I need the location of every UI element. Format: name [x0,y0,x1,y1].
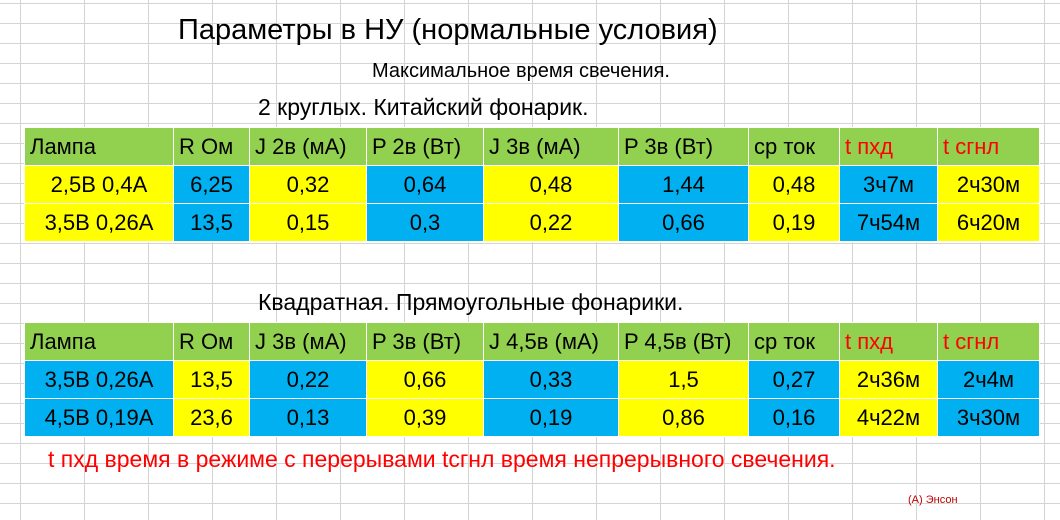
cell-t-intermittent: 2ч36м [839,360,938,399]
cell-power-4-5v: 1,5 [618,360,749,399]
header-current-3v: J 3в (мА) [249,322,367,361]
cell-power-4-5v: 0,86 [618,398,749,437]
cell-current-3v: 0,13 [249,398,367,437]
page-title: Параметры в НУ (нормальные условия) [178,14,718,46]
cell-current-4-5v: 0,33 [483,360,619,399]
cell-resistance: 6,25 [173,165,250,204]
table-row: 2,5В 0,4А 6,25 0,32 0,64 0,48 1,44 0,48 … [24,165,1040,204]
header-power-3v: P 3в (Вт) [366,322,484,361]
table-row: 4,5В 0,19А 23,6 0,13 0,39 0,19 0,86 0,16… [24,398,1040,437]
table-row: 3,5В 0,26А 13,5 0,15 0,3 0,22 0,66 0,19 … [24,203,1040,242]
cell-lamp: 3,5В 0,26А [24,360,174,399]
cell-avg-current: 0,27 [748,360,840,399]
cell-avg-current: 0,48 [748,165,840,204]
cell-avg-current: 0,16 [748,398,840,437]
header-current-2v: J 2в (мА) [249,127,367,166]
cell-avg-current: 0,19 [748,203,840,242]
page-subtitle: Максимальное время свечения. [372,60,670,82]
header-current-3v: J 3в (мА) [483,127,619,166]
header-lamp: Лампа [24,127,174,166]
header-t-intermittent: t пхд [839,127,938,166]
header-avg-current: ср ток [748,127,840,166]
header-t-continuous: t сгнл [937,322,1040,361]
header-power-4-5v: P 4,5в (Вт) [618,322,749,361]
table-header-row: Лампа R Ом J 3в (мА) P 3в (Вт) J 4,5в (м… [24,322,1040,361]
cell-t-intermittent: 4ч22м [839,398,938,437]
cell-lamp: 3,5В 0,26А [24,203,174,242]
cell-resistance: 13,5 [173,360,250,399]
cell-lamp: 2,5В 0,4А [24,165,174,204]
cell-resistance: 23,6 [173,398,250,437]
cell-current-2v: 0,15 [249,203,367,242]
cell-power-3v: 0,39 [366,398,484,437]
header-resistance: R Ом [173,127,250,166]
cell-current-3v: 0,22 [249,360,367,399]
header-avg-current: ср ток [748,322,840,361]
header-resistance: R Ом [173,322,250,361]
table-square-flashlight: Лампа R Ом J 3в (мА) P 3в (Вт) J 4,5в (м… [24,322,1040,437]
header-power-3v: P 3в (Вт) [618,127,749,166]
cell-t-intermittent: 3ч7м [839,165,938,204]
cell-power-2v: 0,64 [366,165,484,204]
footnote: t пхд время в режиме с перерывами tсгнл … [48,446,836,472]
cell-power-2v: 0,3 [366,203,484,242]
cell-power-3v: 0,66 [366,360,484,399]
table-row: 3,5В 0,26А 13,5 0,22 0,66 0,33 1,5 0,27 … [24,360,1040,399]
cell-lamp: 4,5В 0,19А [24,398,174,437]
cell-t-continuous: 6ч20м [937,203,1040,242]
section1-caption: 2 круглых. Китайский фонарик. [258,94,589,120]
cell-t-continuous: 2ч30м [937,165,1040,204]
cell-power-3v: 1,44 [618,165,749,204]
cell-power-3v: 0,66 [618,203,749,242]
table-round-flashlight: Лампа R Ом J 2в (мА) P 2в (Вт) J 3в (мА)… [24,127,1040,242]
cell-t-continuous: 3ч30м [937,398,1040,437]
cell-t-intermittent: 7ч54м [839,203,938,242]
credit: (А) Энсон [908,494,958,506]
section2-caption: Квадратная. Прямоугольные фонарики. [258,289,684,315]
cell-current-3v: 0,22 [483,203,619,242]
header-power-2v: P 2в (Вт) [366,127,484,166]
cell-current-3v: 0,48 [483,165,619,204]
cell-current-2v: 0,32 [249,165,367,204]
table-header-row: Лампа R Ом J 2в (мА) P 2в (Вт) J 3в (мА)… [24,127,1040,166]
cell-t-continuous: 2ч4м [937,360,1040,399]
header-t-intermittent: t пхд [839,322,938,361]
header-t-continuous: t сгнл [937,127,1040,166]
cell-current-4-5v: 0,19 [483,398,619,437]
header-lamp: Лампа [24,322,174,361]
header-current-4-5v: J 4,5в (мА) [483,322,619,361]
cell-resistance: 13,5 [173,203,250,242]
